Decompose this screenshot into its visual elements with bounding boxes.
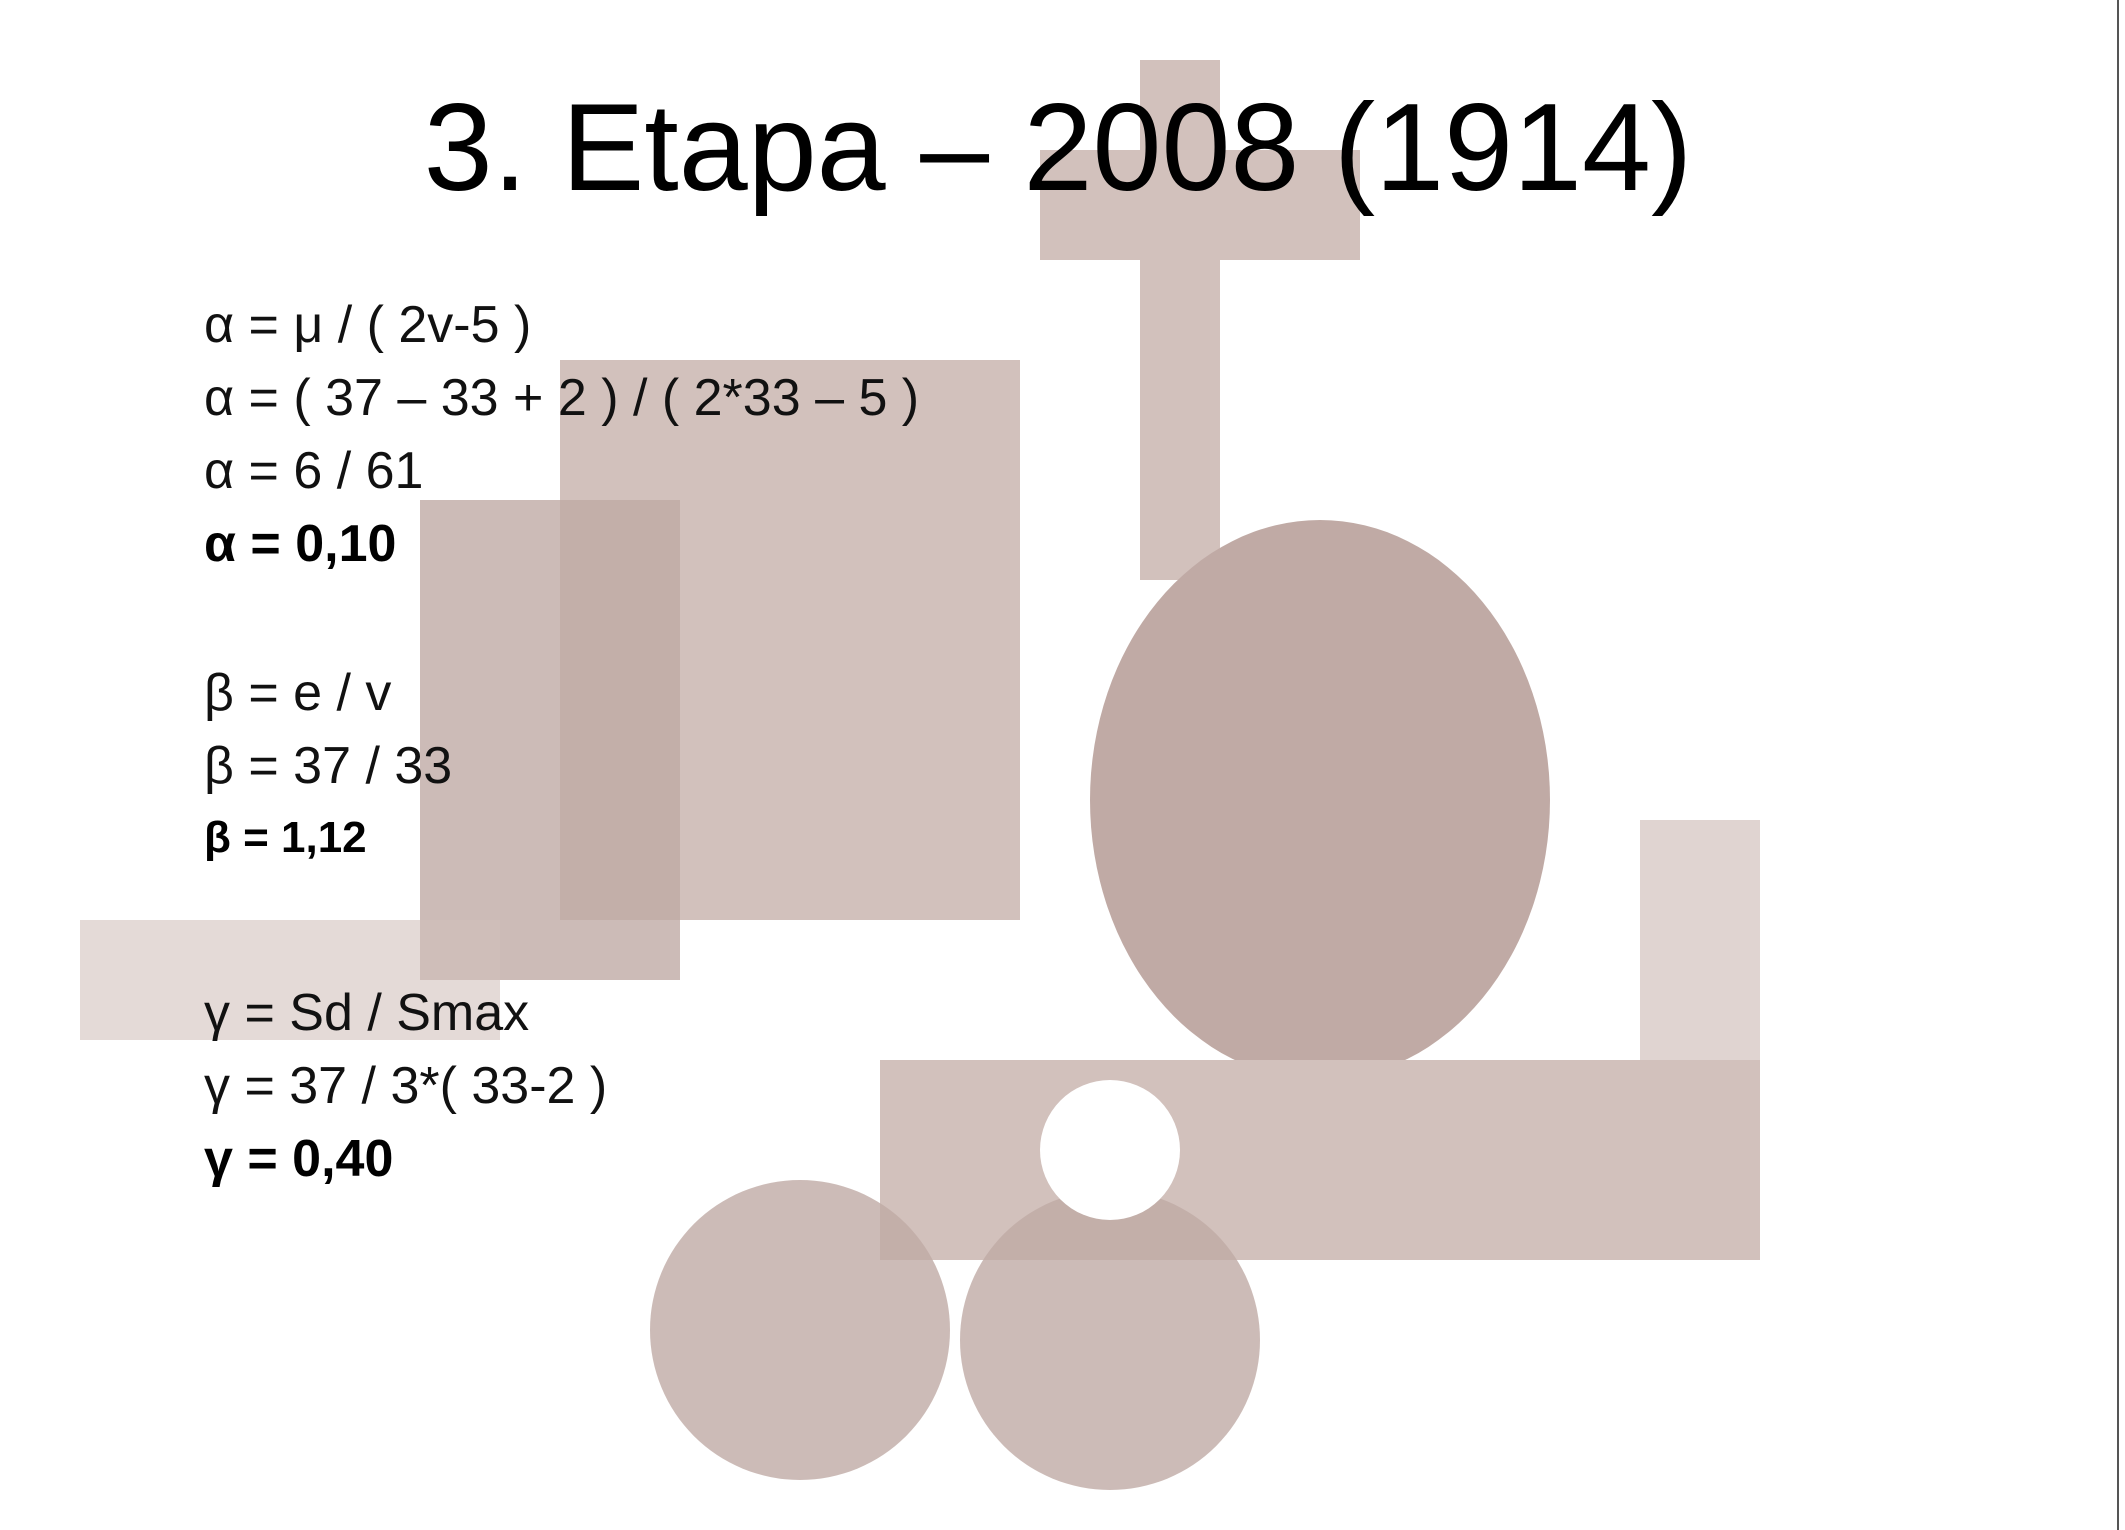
slide-title: 3. Etapa – 2008 (1914) <box>424 79 1693 217</box>
headlamp <box>1040 1080 1180 1220</box>
cab-side <box>420 500 680 980</box>
wheel <box>960 1190 1260 1490</box>
lamp-post <box>1640 820 1760 1080</box>
slide: 3. Etapa – 2008 (1914) α = μ / ( 2v-5 ) α… <box>0 0 2125 1530</box>
boiler-front <box>1090 520 1550 1080</box>
formula-result: γ = 0,40 <box>204 1130 393 1188</box>
formula-line: γ = Sd / Smax <box>204 984 529 1042</box>
formula-line: β = 37 / 33 <box>204 737 452 795</box>
formula-result: α = 0,10 <box>204 515 396 573</box>
formula-line: α = ( 37 – 33 + 2 ) / ( 2*33 – 5 ) <box>204 369 919 427</box>
formula-line: α = 6 / 61 <box>204 442 423 500</box>
wheel <box>650 1180 950 1480</box>
formula-line: α = μ / ( 2v-5 ) <box>204 296 531 354</box>
formula-line: γ = 37 / 3*( 33-2 ) <box>204 1057 607 1115</box>
formula-line: β = e / v <box>204 664 391 722</box>
page: {"slide": { "title": "3. Etapa – 2008 (1… <box>0 0 2125 1530</box>
formula-result: β = 1,12 <box>204 813 367 862</box>
